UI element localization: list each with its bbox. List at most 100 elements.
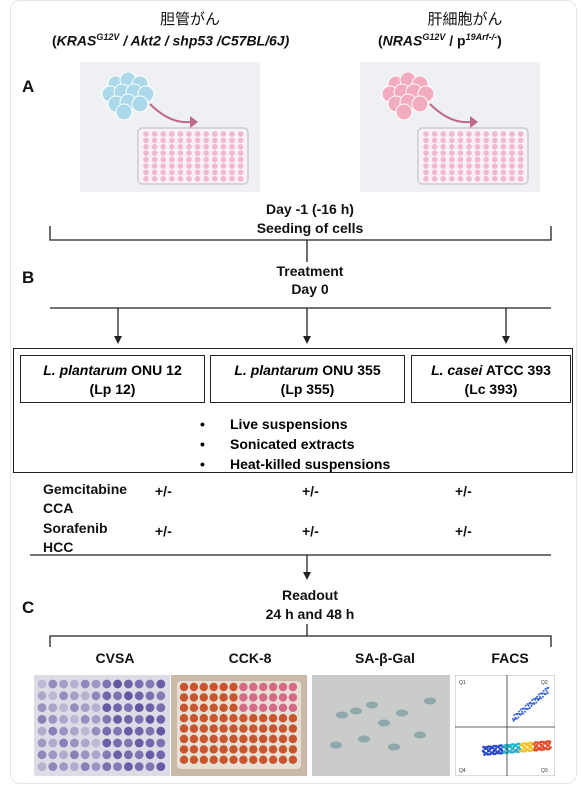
bullet-text: Sonicated extracts	[230, 436, 355, 452]
assay-well	[199, 745, 208, 754]
well	[177, 150, 184, 156]
well	[186, 137, 192, 144]
stained-well	[156, 703, 166, 712]
strain-species: L. plantarum	[234, 362, 319, 378]
assay-well	[189, 745, 199, 754]
facs-dot-plot: Q1 Q2 Q3 Q4	[455, 675, 555, 776]
well	[177, 169, 184, 176]
assay-well	[189, 734, 199, 744]
event-dot	[494, 747, 497, 751]
well	[457, 169, 464, 176]
well	[229, 169, 235, 176]
bullet-dot: •	[200, 436, 205, 452]
stained-well	[37, 703, 47, 712]
stained-well	[102, 679, 112, 689]
event-dot	[534, 697, 537, 700]
well	[483, 150, 489, 156]
blue-stained-cell	[378, 719, 390, 727]
well	[431, 156, 438, 163]
event-dot	[512, 718, 514, 720]
well	[466, 163, 472, 169]
assay-well	[278, 745, 288, 754]
event-dot	[509, 745, 512, 748]
stained-well	[134, 738, 144, 748]
stained-well	[156, 738, 166, 748]
well	[169, 144, 175, 150]
well	[160, 144, 166, 150]
well	[466, 169, 472, 176]
well	[466, 144, 472, 150]
well	[194, 176, 201, 182]
event-dot	[500, 749, 504, 752]
event-dot	[532, 743, 536, 746]
stained-well	[70, 762, 79, 771]
stained-well	[91, 738, 101, 748]
stained-well	[91, 679, 101, 689]
stained-well	[80, 738, 90, 748]
event-dot	[492, 744, 496, 748]
event-dot	[535, 701, 538, 704]
event-dot	[539, 696, 541, 698]
event-dot	[533, 702, 536, 705]
well	[177, 144, 184, 150]
assay-well	[189, 724, 199, 733]
blue-stained-cell	[336, 711, 348, 719]
stained-well	[156, 691, 166, 701]
assay-well	[189, 703, 199, 712]
well	[474, 150, 481, 156]
blue-stained-cell	[424, 697, 436, 705]
well	[143, 144, 149, 150]
stained-well	[48, 762, 58, 771]
event-dot	[542, 695, 544, 698]
well	[203, 144, 209, 150]
event-dot	[523, 707, 526, 710]
well	[177, 137, 184, 144]
assay-well	[179, 745, 189, 754]
well	[212, 144, 218, 150]
section-c-label: C	[22, 598, 35, 617]
well	[186, 131, 192, 137]
well	[431, 131, 438, 137]
plot-area	[455, 675, 555, 776]
well	[237, 156, 244, 163]
assay-well	[268, 755, 278, 764]
event-dot	[509, 751, 513, 754]
bullet-dot: •	[200, 456, 205, 472]
well	[151, 169, 158, 176]
blue-stained-cell	[358, 735, 370, 743]
event-dot	[518, 710, 520, 713]
stained-well	[59, 762, 68, 771]
readout-title: Readout	[282, 587, 338, 603]
event-dot	[521, 748, 524, 751]
event-dot	[528, 741, 532, 745]
event-dot	[535, 749, 538, 752]
assay-well	[219, 745, 228, 754]
stained-well	[70, 679, 79, 689]
stained-well	[156, 750, 166, 760]
event-dot	[482, 750, 486, 754]
well	[517, 176, 524, 182]
well	[151, 144, 158, 150]
event-dot	[546, 692, 549, 694]
well	[169, 163, 175, 169]
assay-well	[288, 714, 298, 723]
hcc-seeding-illustration	[360, 62, 540, 192]
well	[431, 176, 438, 182]
cck8-wells	[179, 682, 298, 764]
well	[509, 131, 515, 137]
assay-well	[189, 714, 199, 723]
event-dot	[516, 742, 519, 746]
stained-well	[37, 762, 47, 771]
strain-species: L. casei	[431, 362, 483, 378]
well	[186, 169, 192, 176]
well	[229, 176, 235, 182]
stained-well	[59, 750, 68, 760]
stained-well	[145, 703, 155, 712]
well	[212, 176, 218, 182]
well	[229, 131, 235, 137]
event-dot	[530, 702, 532, 705]
cell	[115, 103, 133, 121]
stained-well	[91, 691, 101, 701]
stained-well	[37, 726, 47, 736]
well	[474, 137, 481, 144]
